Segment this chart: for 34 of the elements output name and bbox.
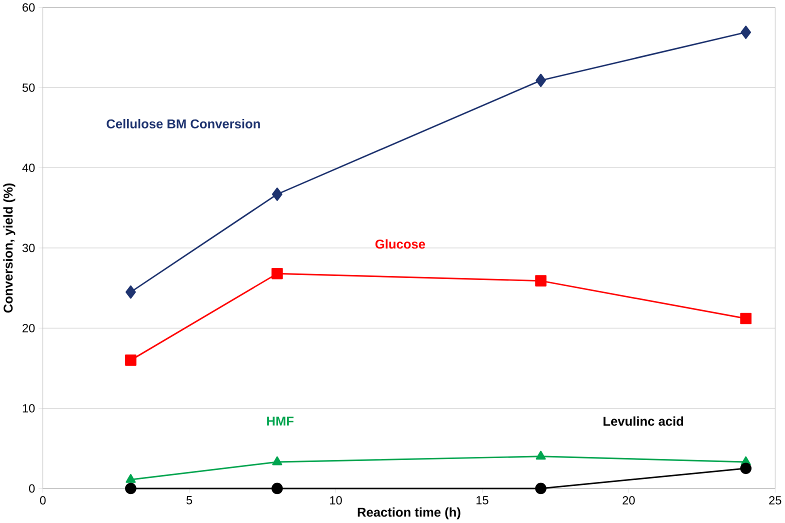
point [125, 354, 136, 366]
x-tick-label: 0 [40, 496, 46, 505]
y-tick-label: 50 [22, 84, 35, 92]
x-axis-title: Reaction time (h) [358, 508, 460, 520]
point [272, 482, 283, 494]
text: Levulinc acid [604, 416, 684, 426]
y-axis-title: Conversion, yield (%) [3, 184, 16, 313]
point [272, 268, 283, 280]
point [125, 482, 136, 494]
point [535, 275, 546, 287]
point [536, 450, 546, 460]
x-tick-label: 20 [622, 496, 635, 505]
y-tick-label: 60 [22, 3, 35, 12]
point [126, 474, 136, 484]
x-tick-label: 15 [476, 496, 488, 505]
point [740, 462, 752, 474]
point [272, 456, 282, 466]
x-tick-label: 5 [186, 496, 192, 505]
point [535, 482, 546, 494]
y-tick-label: 0 [29, 484, 35, 493]
text: Glucose [375, 239, 426, 249]
x-tick-label: 10 [330, 496, 342, 505]
y-tick-label: 40 [22, 164, 35, 172]
text: Cellulose BM Conversion [106, 119, 260, 129]
y-tick-label: 10 [22, 404, 35, 413]
x-tick-label: 25 [769, 496, 782, 505]
point [536, 74, 546, 88]
y-tick-label: 30 [22, 244, 35, 252]
y-tick-label: 20 [22, 324, 35, 333]
point [740, 26, 752, 40]
point [272, 188, 282, 202]
point [126, 286, 136, 299]
point [740, 313, 752, 324]
text: HMF [267, 416, 294, 426]
